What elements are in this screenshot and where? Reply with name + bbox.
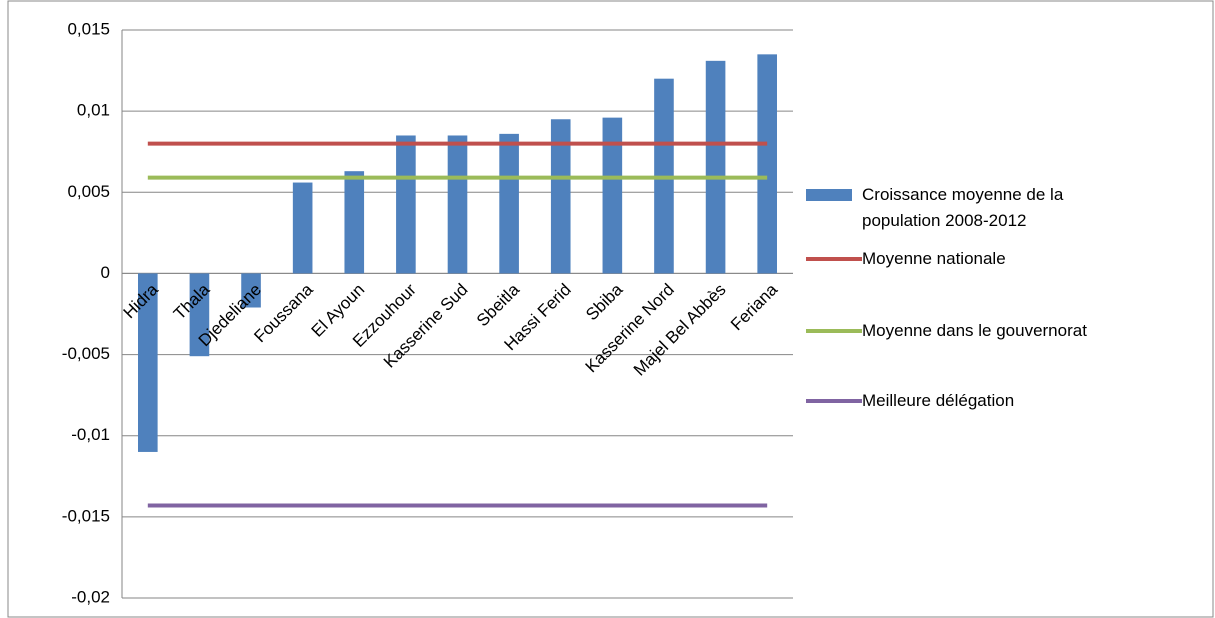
y-tick-label: -0,015 [62,506,110,525]
bar [292,182,313,274]
bar [344,171,365,274]
legend-label: Moyenne nationale [862,249,1006,268]
y-tick-label: 0,005 [67,182,110,201]
legend-item: Moyenne nationale [806,246,1192,272]
x-tick-label: Majel Bel Abbès [630,280,730,380]
bar [602,117,623,274]
legend-label: Croissance moyenne de la population 2008… [862,185,1064,230]
legend-key [806,189,852,201]
bar [189,273,210,357]
y-tick-label: -0,02 [71,587,110,606]
y-tick-label: -0,01 [71,425,110,444]
legend-item: Moyenne dans le gouvernorat [806,318,1192,344]
x-tick-label: Feriana [727,280,782,335]
bar [396,135,416,274]
legend-label: Meilleure délégation [862,391,1015,410]
legend-key [806,399,862,403]
x-tick-label: Sbeitla [473,280,524,331]
y-tick-label: 0,015 [67,19,110,38]
y-tick-label: 0 [101,263,110,282]
legend-key [806,329,862,333]
bar [138,273,158,452]
bar [705,60,726,274]
bar [241,273,261,308]
bar [447,135,468,274]
legend-item: Croissance moyenne de la population 2008… [806,182,1112,234]
legend-item: Meilleure délégation [806,388,1192,414]
legend-key [806,257,862,261]
y-tick-label: -0,005 [62,344,110,363]
frame [7,0,1214,618]
bar [550,119,571,274]
y-tick-label: 0,01 [77,101,110,120]
x-tick-label: Sbiba [582,280,627,325]
legend-label: Moyenne dans le gouvernorat [862,321,1087,340]
x-tick-label: Kasserine Nord [582,280,678,376]
bar [499,133,519,274]
bar [757,54,777,274]
